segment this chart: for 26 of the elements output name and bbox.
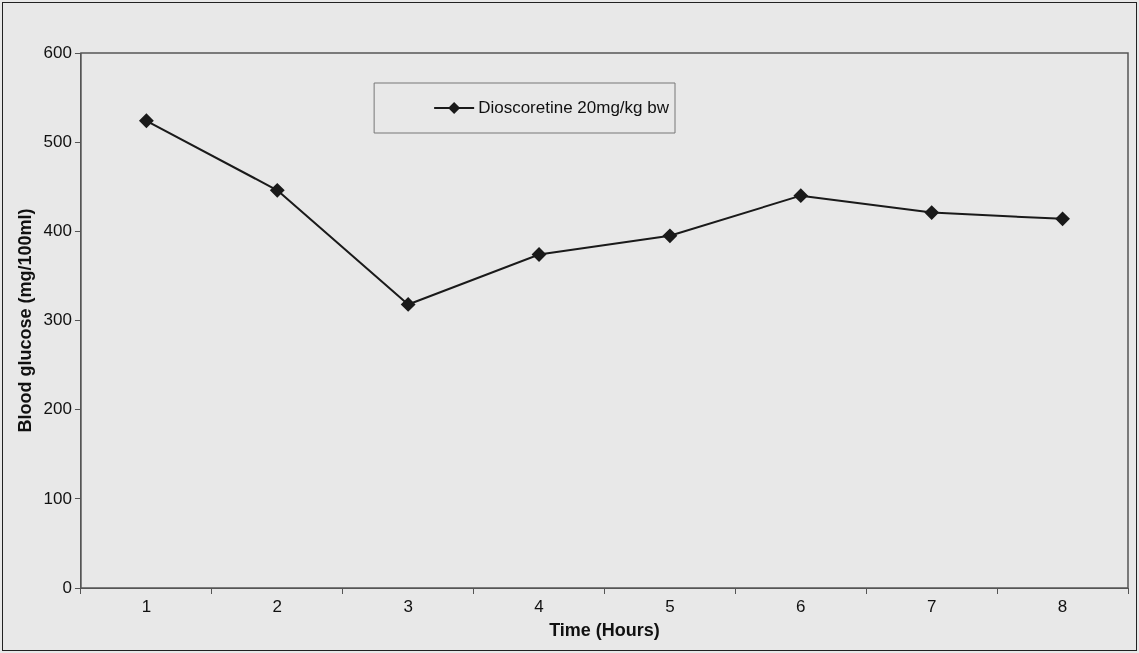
y-axis-title: Blood glucose (mg/100ml) <box>14 208 35 433</box>
x-tick-label: 8 <box>1057 596 1068 616</box>
x-axis-title: Time (Hours) <box>549 620 660 641</box>
point <box>1055 211 1070 226</box>
x-tick-label: 5 <box>665 596 675 616</box>
x-tick-label: 6 <box>796 596 806 616</box>
point <box>401 297 416 312</box>
y-tick-label: 400 <box>43 221 72 241</box>
point <box>532 247 547 262</box>
x-tick-label: 4 <box>534 596 544 616</box>
y-tick-label: 100 <box>43 488 72 508</box>
point <box>793 188 808 203</box>
y-tick-label: 500 <box>43 131 72 151</box>
point <box>662 228 677 243</box>
legend-label: Dioscoretine 20mg/kg bw <box>478 97 670 117</box>
point <box>270 183 285 198</box>
y-tick-label: 0 <box>62 577 72 597</box>
point <box>139 113 154 128</box>
x-tick-label: 2 <box>272 596 283 616</box>
y-tick-label: 200 <box>43 399 72 419</box>
point <box>924 205 939 220</box>
x-tick-label: 1 <box>141 596 152 616</box>
x-tick-label: 7 <box>926 596 937 616</box>
y-tick-label: 300 <box>43 310 72 330</box>
y-tick-label: 600 <box>43 42 72 62</box>
x-tick-label: 3 <box>403 596 413 616</box>
